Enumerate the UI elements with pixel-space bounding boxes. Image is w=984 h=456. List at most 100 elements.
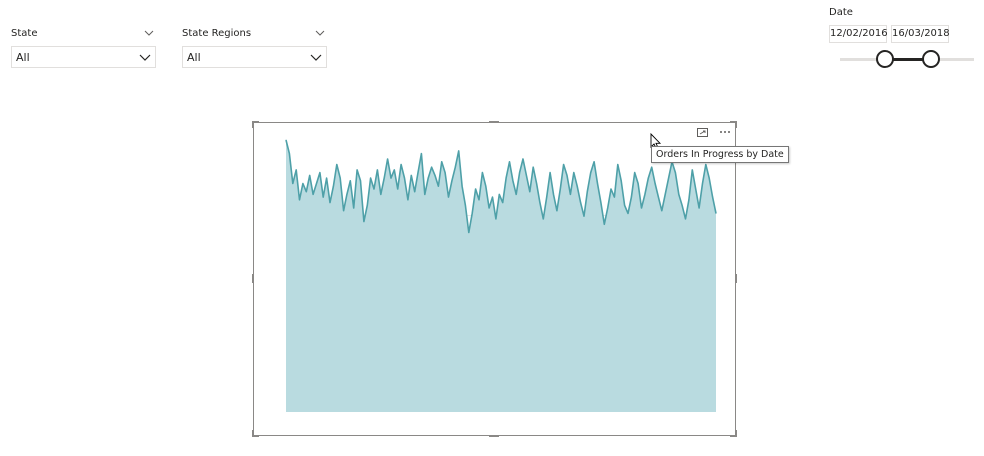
data-point — [380, 194, 382, 195]
data-point — [326, 177, 327, 179]
chevron-down-icon[interactable] — [315, 28, 325, 38]
data-point — [377, 169, 378, 171]
data-point — [515, 194, 517, 195]
data-point — [590, 172, 592, 174]
data-point — [482, 172, 483, 174]
data-point — [583, 215, 585, 217]
data-point — [526, 175, 527, 176]
data-point — [695, 188, 697, 190]
data-point — [312, 194, 314, 195]
data-point — [675, 172, 676, 174]
visual-resize-handles[interactable] — [252, 121, 737, 437]
data-point — [576, 185, 578, 187]
data-point — [610, 188, 612, 190]
more-options-icon[interactable] — [720, 131, 730, 133]
state-regions-dropdown-value: All — [187, 51, 201, 64]
data-point — [708, 177, 710, 179]
data-point — [397, 188, 399, 190]
data-point — [603, 223, 605, 225]
state-slicer-header[interactable]: State — [11, 28, 156, 42]
data-point — [631, 196, 632, 198]
date-slicer-label: Date — [829, 7, 853, 18]
data-point — [658, 196, 659, 198]
data-point — [316, 183, 317, 184]
data-point — [573, 172, 575, 174]
data-point — [512, 180, 514, 182]
data-point — [593, 161, 595, 163]
data-point — [343, 210, 344, 212]
chart-tooltip: Orders In Progress by Date — [651, 146, 789, 163]
data-point — [634, 172, 636, 174]
data-point — [688, 199, 690, 201]
data-point — [498, 194, 500, 195]
data-point — [641, 207, 642, 209]
data-point — [363, 221, 365, 223]
state-regions-slicer-header[interactable]: State Regions — [182, 28, 327, 42]
data-point — [705, 164, 707, 165]
data-point — [431, 166, 432, 168]
data-point — [305, 191, 307, 193]
date-start-input[interactable]: 12/02/2016 — [829, 25, 888, 43]
data-point — [712, 196, 713, 198]
data-point — [427, 177, 429, 179]
data-point — [393, 169, 395, 171]
date-slider-start-handle[interactable] — [876, 50, 894, 68]
data-point — [651, 166, 653, 168]
chevron-down-icon[interactable] — [144, 28, 154, 38]
data-point — [322, 196, 324, 198]
data-point — [475, 188, 476, 190]
date-slider-end-handle[interactable] — [922, 50, 940, 68]
data-point — [319, 172, 321, 174]
data-point — [702, 183, 703, 184]
data-point — [461, 185, 463, 187]
state-regions-dropdown[interactable]: All — [182, 46, 327, 68]
area-series-line — [285, 139, 717, 234]
data-point — [478, 199, 480, 201]
data-point — [360, 180, 361, 182]
data-point — [556, 210, 558, 212]
data-point — [471, 213, 473, 214]
state-slicer-label: State — [11, 28, 38, 39]
data-point — [448, 196, 449, 198]
data-point — [353, 207, 355, 209]
date-end-input[interactable]: 16/03/2018 — [891, 25, 950, 43]
data-point — [715, 213, 717, 214]
data-point — [444, 172, 446, 174]
chevron-down-icon — [139, 54, 151, 61]
data-point — [404, 177, 405, 179]
data-point — [586, 191, 588, 193]
data-point — [661, 210, 663, 212]
data-point — [289, 153, 290, 155]
data-point — [434, 175, 436, 176]
data-point — [549, 172, 551, 174]
data-point — [336, 164, 338, 165]
data-point — [546, 196, 548, 198]
state-dropdown-value: All — [16, 51, 30, 64]
data-point — [597, 183, 598, 184]
chevron-down-icon — [310, 54, 322, 61]
data-point — [349, 180, 351, 182]
data-point — [366, 204, 368, 206]
data-point — [529, 191, 531, 193]
data-point — [492, 196, 493, 198]
data-point — [698, 207, 700, 209]
data-point — [614, 196, 615, 198]
data-point — [390, 177, 392, 179]
chart-data-points — [285, 139, 717, 233]
data-point — [539, 202, 541, 204]
data-point — [624, 204, 625, 206]
data-point — [438, 185, 439, 187]
data-point — [607, 207, 609, 209]
data-point — [458, 150, 460, 152]
data-point — [502, 202, 504, 204]
data-point — [566, 175, 568, 176]
data-point — [627, 213, 629, 214]
data-point — [407, 199, 409, 201]
data-point — [414, 191, 416, 193]
data-point — [417, 172, 419, 174]
state-dropdown[interactable]: All — [11, 46, 156, 68]
data-point — [488, 207, 490, 209]
data-point — [370, 177, 371, 179]
focus-mode-icon[interactable] — [697, 128, 708, 137]
